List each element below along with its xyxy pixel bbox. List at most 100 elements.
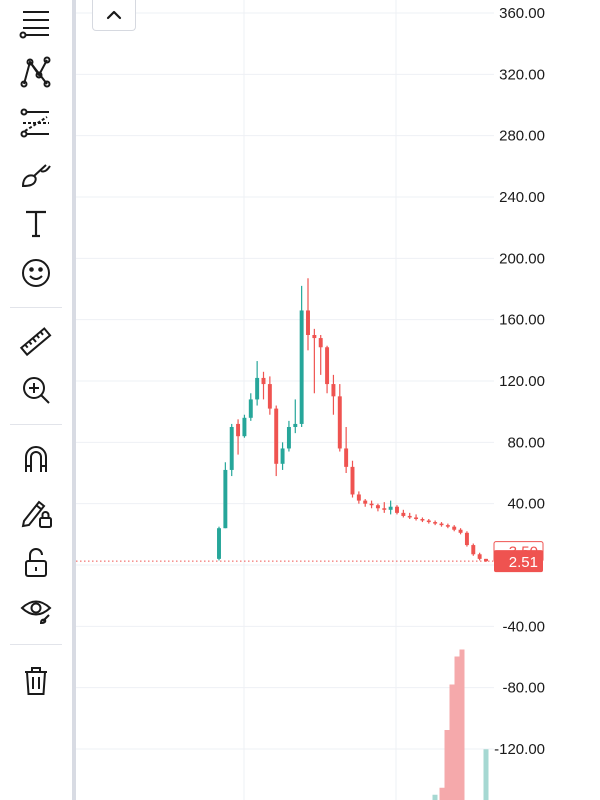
magnet-icon: [25, 446, 47, 472]
candle-body: [280, 448, 285, 464]
candle-body: [484, 558, 488, 562]
candle-body: [223, 469, 228, 529]
candle: [255, 361, 260, 406]
candle-body: [325, 347, 330, 385]
y-axis-tick-label: -80.00: [502, 680, 545, 697]
fib-retracement-icon: [20, 108, 49, 138]
candle-body: [312, 335, 317, 339]
candle-body: [420, 519, 425, 521]
brush-button[interactable]: [14, 154, 58, 194]
candle-body: [445, 525, 450, 527]
candle: [261, 371, 266, 400]
toolbar-divider: [72, 0, 76, 800]
candle: [426, 519, 431, 524]
candle-body: [267, 384, 272, 409]
y-axis-tick-label: 360.00: [499, 5, 545, 22]
candle-body: [477, 554, 482, 559]
last-price-label: [494, 550, 543, 573]
collapse-button[interactable]: [92, 0, 136, 31]
volume-bar: [454, 656, 460, 800]
magnet-button[interactable]: [14, 439, 58, 479]
y-axis-tick-label: 160.00: [499, 312, 545, 329]
y-axis-tick-label: 280.00: [499, 128, 545, 145]
candle-body: [350, 466, 355, 495]
candle-body: [236, 423, 241, 437]
candle-body: [255, 377, 260, 400]
price-chart[interactable]: 360.00 320.00 280.00 240.00 200.00 160.00 120.…: [76, 0, 600, 800]
candle: [445, 523, 450, 529]
candle-body: [229, 427, 234, 470]
candle-body: [369, 503, 374, 506]
candle: [401, 509, 406, 518]
candle-body: [395, 506, 399, 513]
candle-body: [407, 515, 412, 518]
volume-bar: [449, 684, 455, 800]
emoji-icon: [22, 259, 50, 287]
candle: [375, 503, 380, 512]
candle: [407, 512, 412, 519]
candle-body: [452, 526, 457, 530]
y-axis-tick-label: 240.00: [499, 189, 545, 206]
zoom-in-button[interactable]: [14, 370, 58, 410]
trash-icon: [25, 667, 47, 695]
candle-body: [388, 506, 393, 510]
y-axis-tick-label: -40.00: [502, 618, 545, 635]
candle-body: [306, 310, 310, 335]
candle: [242, 414, 247, 438]
unlock-icon: [25, 548, 47, 577]
candle-body: [375, 505, 380, 509]
candle-body: [356, 494, 361, 501]
candle-body: [217, 528, 221, 559]
candle-body: [248, 399, 253, 418]
candle: [464, 531, 469, 547]
candle: [382, 502, 387, 513]
candle: [388, 500, 393, 515]
candle-body: [293, 423, 298, 427]
ruler-icon: [19, 327, 52, 357]
candle: [477, 552, 482, 561]
candle: [414, 514, 419, 521]
candle: [312, 328, 317, 394]
y-axis-tick-label: 200.00: [499, 250, 545, 267]
candle: [350, 460, 355, 498]
lock-drawings-icon: [21, 500, 52, 528]
candle: [395, 505, 399, 515]
candle: [267, 376, 272, 415]
toolbar-separator: [10, 307, 62, 308]
brush-icon: [21, 164, 51, 188]
candle: [471, 543, 476, 556]
volume-bar: [439, 787, 445, 800]
ruler-button[interactable]: [14, 322, 58, 362]
patterns-button[interactable]: [14, 52, 58, 92]
chevron-up-icon: [106, 10, 122, 20]
volume-bar: [432, 794, 438, 800]
fib-retracement-button[interactable]: [14, 103, 58, 143]
drawing-toolbar: [0, 0, 72, 800]
candle: [217, 526, 221, 561]
candle-body: [286, 427, 291, 449]
candle-body: [426, 520, 431, 523]
candle: [286, 420, 291, 452]
candle-body: [261, 377, 266, 385]
patterns-icon: [20, 56, 51, 88]
trash-button[interactable]: [14, 660, 58, 700]
eye-button[interactable]: [14, 589, 58, 629]
candle: [306, 278, 310, 351]
candle: [280, 442, 285, 470]
candle-body: [274, 408, 279, 464]
candle: [344, 427, 349, 473]
volume-bar: [444, 730, 450, 800]
candle: [325, 345, 330, 394]
candle: [223, 462, 228, 529]
last-price-text: 2.51: [509, 554, 538, 571]
candle: [458, 528, 463, 535]
toolbar-separator: [10, 424, 62, 425]
emoji-button[interactable]: [14, 253, 58, 293]
unlock-button[interactable]: [14, 542, 58, 582]
toolbar-separator: [10, 644, 62, 645]
text-tool-button[interactable]: [14, 203, 58, 243]
candle: [356, 491, 361, 504]
candle-body: [299, 310, 304, 424]
trend-lines-button[interactable]: [14, 2, 58, 42]
lock-drawings-button[interactable]: [14, 493, 58, 533]
